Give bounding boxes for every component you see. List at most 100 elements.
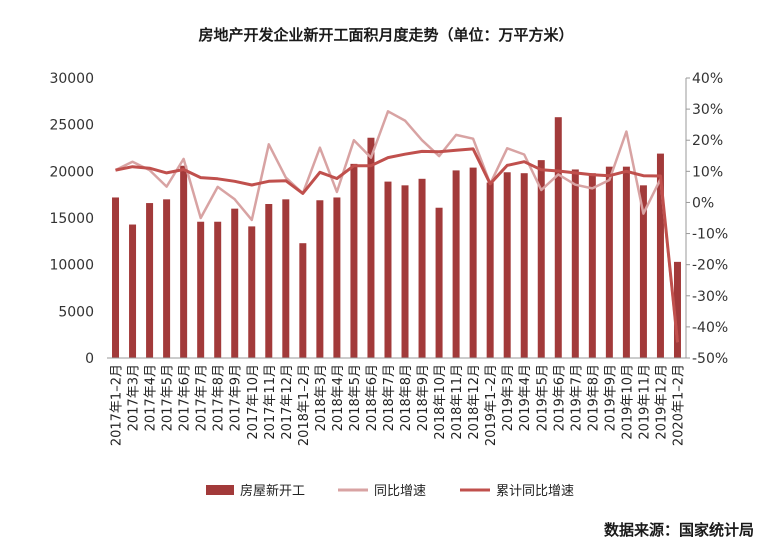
- yoy-growth-line: [114, 110, 679, 343]
- x-tick-label: 2017年8月: [212, 364, 227, 431]
- line-series: [114, 110, 679, 343]
- legend-label-bar: 房屋新开工: [240, 483, 305, 499]
- bar: [214, 221, 222, 358]
- x-tick-label: 2017年3月: [127, 364, 142, 431]
- bar: [401, 185, 409, 358]
- bar: [367, 137, 375, 358]
- x-tick-label: 2019年11月: [637, 364, 652, 440]
- x-tick-label: 2019年4月: [518, 364, 533, 431]
- legend: 房屋新开工 同比增速 累计同比增速: [206, 483, 574, 499]
- right-tick-label: -10%: [692, 227, 728, 243]
- bar: [112, 197, 120, 358]
- bar: [129, 224, 137, 358]
- bar: [146, 203, 154, 358]
- x-tick-label: 2017年4月: [144, 364, 159, 431]
- x-tick-label: 2018年6月: [365, 364, 380, 431]
- x-tick-label: 2019年7月: [569, 364, 584, 431]
- bar: [163, 199, 171, 358]
- left-tick-label: 25000: [49, 118, 94, 134]
- data-source: 数据来源：国家统计局: [604, 521, 754, 539]
- left-tick-label: 10000: [49, 258, 94, 274]
- bar: [418, 178, 426, 358]
- x-tick-label: 2019年3月: [501, 364, 516, 431]
- x-tick-label: 2017年1–2月: [110, 364, 125, 446]
- bar: [554, 117, 562, 358]
- bar: [316, 200, 324, 358]
- left-tick-label: 15000: [49, 211, 94, 227]
- bar: [469, 167, 477, 358]
- bar: [673, 261, 681, 358]
- x-tick-label: 2019年9月: [603, 364, 618, 431]
- x-tick-label: 2018年7月: [382, 364, 397, 431]
- bar: [520, 173, 528, 358]
- x-tick-label: 2019年12月: [654, 364, 669, 440]
- bar: [384, 181, 392, 358]
- x-tick-label: 2018年12月: [467, 364, 482, 440]
- x-tick-label: 2020年1–2月: [671, 364, 686, 446]
- bar-series: [112, 117, 681, 358]
- x-tick-label: 2018年1–2月: [297, 364, 312, 446]
- cumulative-growth-line: [115, 147, 679, 343]
- x-tick-label: 2019年8月: [586, 364, 601, 431]
- right-tick-label: -30%: [692, 289, 728, 305]
- x-tick-label: 2018年5月: [348, 364, 363, 431]
- x-tick-label: 2018年9月: [416, 364, 431, 431]
- legend-label-cumulative: 累计同比增速: [496, 484, 574, 499]
- right-tick-label: -50%: [692, 351, 728, 367]
- bar: [299, 243, 307, 358]
- left-tick-label: 20000: [49, 164, 94, 180]
- x-tick-label: 2018年11月: [450, 364, 465, 440]
- bar: [656, 153, 664, 358]
- bar: [588, 173, 596, 358]
- x-tick-label: 2017年6月: [178, 364, 193, 431]
- left-tick-label: 5000: [58, 304, 94, 320]
- bar: [180, 165, 188, 358]
- x-tick-label: 2017年5月: [161, 364, 176, 431]
- x-tick-label: 2018年4月: [331, 364, 346, 431]
- x-tick-label: 2017年10月: [246, 364, 261, 440]
- bar: [197, 221, 205, 358]
- x-axis-ticks: 2017年1–2月 2017年3月 2017年4月 2017年5月 2017年6月 201…: [110, 364, 687, 446]
- bar: [350, 163, 358, 358]
- right-tick-label: -40%: [692, 320, 728, 336]
- right-axis: -50% -40% -30% -20% -10% 0% 10% 20% 30% 40%: [685, 71, 728, 367]
- right-tick-label: 10%: [692, 164, 723, 180]
- x-tick-label: 2019年5月: [535, 364, 550, 431]
- bar: [265, 204, 273, 358]
- bar: [605, 166, 613, 358]
- bar: [571, 169, 579, 358]
- bar: [248, 226, 256, 358]
- bar: [333, 197, 341, 358]
- x-tick-label: 2018年3月: [314, 364, 329, 431]
- bar: [503, 172, 511, 358]
- bar: [639, 185, 647, 358]
- x-tick-label: 2018年10月: [433, 364, 448, 440]
- bar: [231, 208, 239, 358]
- x-tick-label: 2019年6月: [552, 364, 567, 431]
- x-tick-label: 2017年9月: [229, 364, 244, 431]
- x-tick-label: 2019年10月: [620, 364, 635, 440]
- chart-title: 房地产开发企业新开工面积月度走势（单位：万平方米）: [198, 26, 573, 44]
- legend-swatch-bar: [206, 485, 234, 495]
- x-tick-label: 2017年12月: [280, 364, 295, 440]
- bar: [486, 182, 494, 358]
- x-tick-label: 2017年7月: [195, 364, 210, 431]
- left-tick-label: 30000: [49, 71, 94, 87]
- right-tick-label: 20%: [692, 133, 723, 149]
- x-tick-label: 2017年11月: [263, 364, 278, 440]
- left-tick-label: 0: [85, 351, 94, 367]
- bar: [452, 170, 460, 358]
- bar: [435, 207, 443, 358]
- right-tick-label: 30%: [692, 102, 723, 118]
- x-tick-label: 2018年8月: [399, 364, 414, 431]
- right-tick-label: 0%: [692, 195, 714, 211]
- right-tick-label: 40%: [692, 71, 723, 87]
- x-tick-label: 2019年1–2月: [484, 364, 499, 446]
- bar: [537, 160, 545, 358]
- left-axis: 0 5000 10000 15000 20000 25000 30000: [49, 71, 94, 367]
- right-tick-label: -20%: [692, 258, 728, 274]
- legend-label-yoy: 同比增速: [374, 484, 426, 499]
- bar: [282, 199, 290, 358]
- bar: [622, 166, 630, 358]
